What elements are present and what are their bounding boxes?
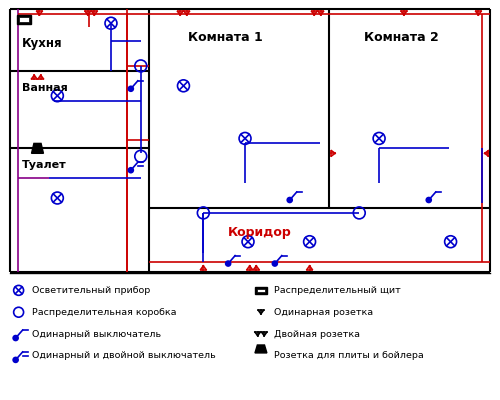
Bar bbox=[257, 289, 265, 292]
Circle shape bbox=[13, 357, 18, 362]
Polygon shape bbox=[32, 143, 44, 153]
Bar bbox=[255, 287, 267, 294]
Text: Распределительная коробка: Распределительная коробка bbox=[32, 308, 176, 317]
Text: Комната 1: Комната 1 bbox=[188, 31, 263, 44]
Text: Кухня: Кухня bbox=[22, 37, 62, 50]
Text: Распределительный щит: Распределительный щит bbox=[274, 286, 400, 295]
Circle shape bbox=[13, 336, 18, 340]
Circle shape bbox=[426, 198, 431, 202]
Text: Комната 2: Комната 2 bbox=[364, 31, 439, 44]
Text: Осветительный прибор: Осветительный прибор bbox=[32, 286, 150, 295]
Bar bbox=[16, 15, 30, 24]
Circle shape bbox=[128, 168, 134, 173]
Text: Розетка для плиты и бойлера: Розетка для плиты и бойлера bbox=[274, 352, 424, 360]
Text: Туалет: Туалет bbox=[22, 160, 66, 170]
Circle shape bbox=[287, 198, 292, 202]
Text: Одинарный выключатель: Одинарный выключатель bbox=[32, 330, 160, 338]
Text: Коридор: Коридор bbox=[228, 226, 292, 239]
Text: Одинарный и двойной выключатель: Одинарный и двойной выключатель bbox=[32, 352, 216, 360]
Polygon shape bbox=[255, 345, 267, 353]
Bar bbox=[18, 17, 28, 22]
Text: Ванная: Ванная bbox=[22, 83, 68, 93]
Circle shape bbox=[128, 86, 134, 91]
Text: Одинарная розетка: Одинарная розетка bbox=[274, 308, 373, 317]
Circle shape bbox=[272, 261, 278, 266]
Text: Двойная розетка: Двойная розетка bbox=[274, 330, 360, 338]
Circle shape bbox=[226, 261, 230, 266]
